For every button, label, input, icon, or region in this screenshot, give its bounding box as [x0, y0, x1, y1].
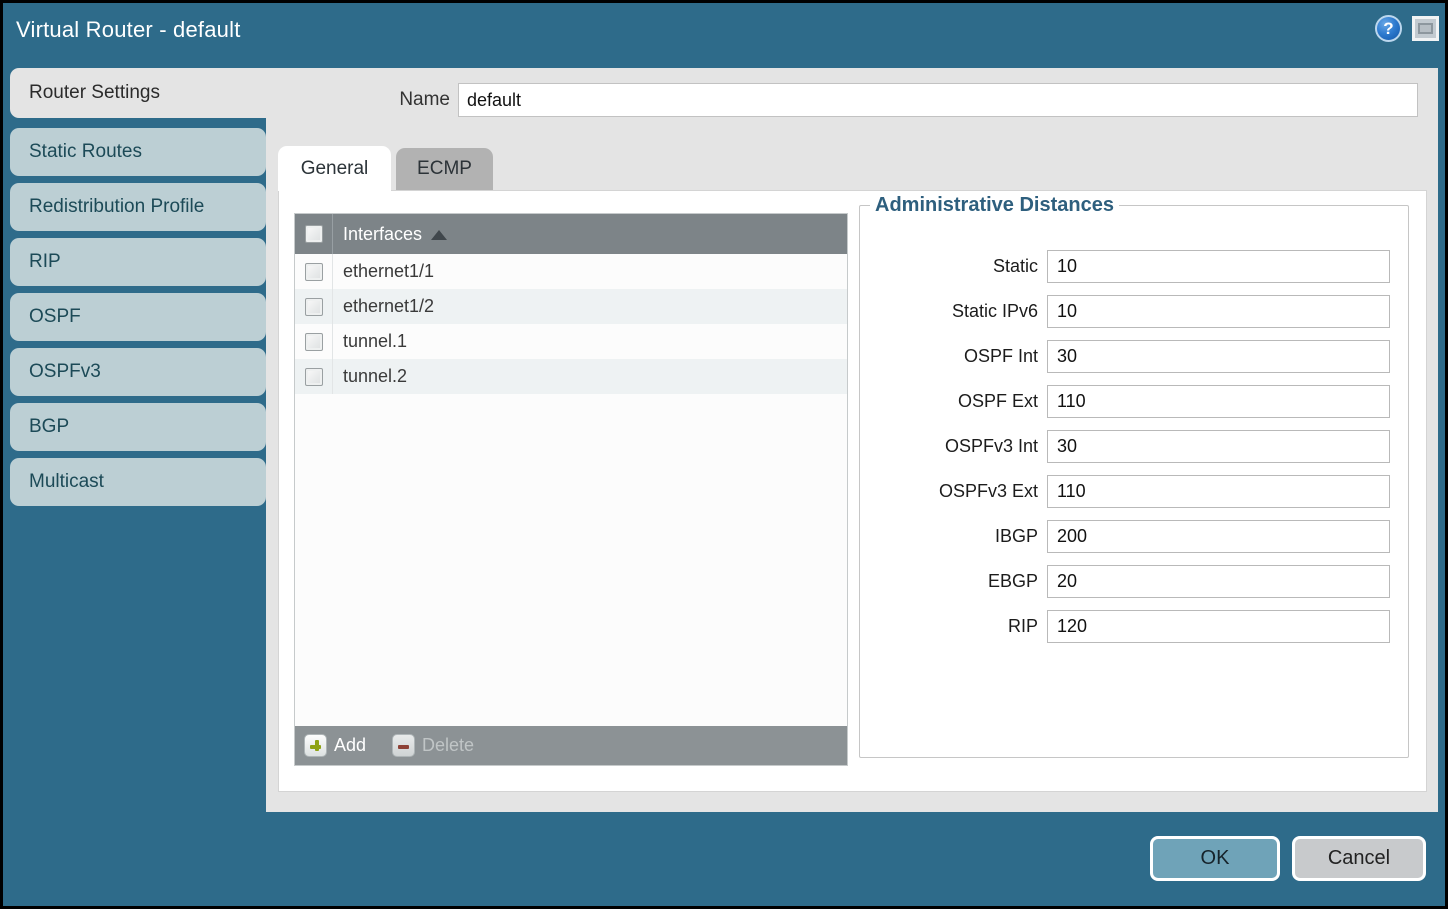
distance-label: EBGP [987, 571, 1038, 591]
distance-row-ospf-ext: OSPF Ext [860, 385, 1408, 418]
distance-input-ospfv3-int[interactable] [1047, 430, 1390, 463]
distance-row-ibgp: IBGP [860, 520, 1408, 553]
tab-general[interactable]: General [278, 146, 391, 191]
add-plus-icon [304, 734, 327, 757]
interfaces-table-body: ethernet1/1 ethernet1/2 tunnel.1 tunnel.2 [295, 254, 847, 726]
administrative-distances-fieldset: Administrative Distances Static Static IP… [859, 194, 1409, 758]
window-icon-inner [1418, 23, 1433, 34]
row-checkbox[interactable] [304, 297, 323, 316]
sidebar-item-bgp[interactable]: BGP [10, 403, 266, 451]
interface-row[interactable]: ethernet1/2 [295, 289, 847, 324]
tab-ecmp[interactable]: ECMP [396, 148, 493, 190]
ok-button[interactable]: OK [1150, 836, 1280, 881]
help-icon[interactable]: ? [1375, 15, 1402, 42]
interface-name: tunnel.2 [343, 366, 408, 386]
main-panel: Name ECMP General Interfaces ethernet1/1… [266, 68, 1438, 812]
distance-label: Static [992, 256, 1038, 276]
name-input[interactable] [458, 83, 1418, 117]
interfaces-table-toolbar: Add Delete [295, 726, 847, 765]
sidebar-item-rip[interactable]: RIP [10, 238, 266, 286]
delete-button[interactable]: Delete [392, 734, 474, 757]
distance-input-ospfv3-ext[interactable] [1047, 475, 1390, 508]
interface-row[interactable]: tunnel.1 [295, 324, 847, 359]
delete-minus-icon [392, 734, 416, 757]
distance-label: OSPF Int [963, 346, 1038, 366]
interface-row[interactable]: ethernet1/1 [295, 254, 847, 289]
row-checkbox[interactable] [304, 367, 323, 386]
general-tab-content: Interfaces ethernet1/1 ethernet1/2 tunnel.… [278, 190, 1427, 792]
row-checkbox[interactable] [304, 332, 323, 351]
distance-input-ebgp[interactable] [1047, 565, 1390, 598]
sidebar-item-ospf[interactable]: OSPF [10, 293, 266, 341]
name-row: Name [266, 83, 1438, 117]
distance-label: Static IPv6 [951, 301, 1038, 321]
add-button-label: Add [334, 735, 367, 755]
interface-name: ethernet1/2 [343, 296, 435, 316]
sidebar-item-redistribution-profile[interactable]: Redistribution Profile [10, 183, 266, 231]
distance-row-ospfv3-ext: OSPFv3 Ext [860, 475, 1408, 508]
interface-name: tunnel.1 [343, 331, 408, 351]
row-checkbox-cell [295, 289, 333, 324]
interface-row[interactable]: tunnel.2 [295, 359, 847, 394]
row-checkbox-cell [295, 324, 333, 359]
sort-ascending-icon [431, 230, 448, 240]
distance-input-ospf-ext[interactable] [1047, 385, 1390, 418]
cancel-button[interactable]: Cancel [1292, 836, 1426, 881]
administrative-distances-fields: Static Static IPv6 OSPF Int OSPF Ext OSPFv3 … [860, 250, 1408, 655]
dialog-title: Virtual Router - default [16, 17, 241, 42]
distance-row-static: Static [860, 250, 1408, 283]
interfaces-column-header[interactable]: Interfaces [295, 214, 847, 254]
add-button[interactable]: Add [304, 734, 366, 757]
administrative-distances-title: Administrative Distances [870, 194, 1119, 217]
distance-input-ibgp[interactable] [1047, 520, 1390, 553]
header-checkbox-cell [295, 214, 333, 254]
distance-input-static-ipv6[interactable] [1047, 295, 1390, 328]
help-icon-glyph: ? [1383, 18, 1394, 38]
distance-label: OSPF Ext [957, 391, 1038, 411]
row-checkbox[interactable] [304, 262, 323, 281]
window-icon[interactable] [1412, 16, 1439, 41]
name-label: Name [399, 89, 450, 110]
distance-row-static-ipv6: Static IPv6 [860, 295, 1408, 328]
distance-input-ospf-int[interactable] [1047, 340, 1390, 373]
distance-row-ospf-int: OSPF Int [860, 340, 1408, 373]
distance-input-static[interactable] [1047, 250, 1390, 283]
delete-button-label: Delete [422, 735, 475, 755]
sidebar-item-router-settings[interactable]: Router Settings [10, 68, 272, 118]
distance-label: OSPFv3 Int [944, 436, 1038, 456]
row-checkbox-cell [295, 359, 333, 394]
interfaces-table: Interfaces ethernet1/1 ethernet1/2 tunnel.… [294, 213, 848, 766]
distance-input-rip[interactable] [1047, 610, 1390, 643]
distance-label: RIP [1007, 616, 1038, 636]
sidebar: Router Settings Static Routes Redistributi… [10, 68, 272, 513]
interfaces-header-label: Interfaces [343, 223, 423, 244]
sidebar-item-static-routes[interactable]: Static Routes [10, 128, 266, 176]
distance-label: OSPFv3 Ext [938, 481, 1038, 501]
distance-label: IBGP [994, 526, 1038, 546]
select-all-checkbox[interactable] [304, 225, 323, 243]
sidebar-item-ospfv3[interactable]: OSPFv3 [10, 348, 266, 396]
distance-row-ospfv3-int: OSPFv3 Int [860, 430, 1408, 463]
row-checkbox-cell [295, 254, 333, 289]
distance-row-rip: RIP [860, 610, 1408, 643]
interface-name: ethernet1/1 [343, 261, 435, 281]
distance-row-ebgp: EBGP [860, 565, 1408, 598]
sidebar-item-multicast[interactable]: Multicast [10, 458, 266, 506]
